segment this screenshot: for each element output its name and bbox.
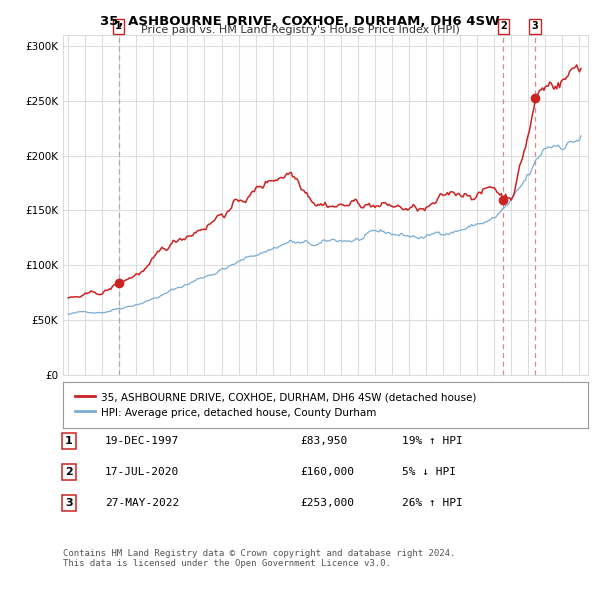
Text: 17-JUL-2020: 17-JUL-2020 [105, 467, 179, 477]
Text: 2: 2 [500, 21, 507, 31]
Text: 1: 1 [65, 437, 73, 446]
Text: £160,000: £160,000 [300, 467, 354, 477]
Text: 3: 3 [65, 498, 73, 507]
Text: 27-MAY-2022: 27-MAY-2022 [105, 498, 179, 507]
Text: 5% ↓ HPI: 5% ↓ HPI [402, 467, 456, 477]
Text: 3: 3 [532, 21, 539, 31]
Text: 2: 2 [65, 467, 73, 477]
Text: 35, ASHBOURNE DRIVE, COXHOE, DURHAM, DH6 4SW: 35, ASHBOURNE DRIVE, COXHOE, DURHAM, DH6… [100, 15, 500, 28]
Text: Contains HM Land Registry data © Crown copyright and database right 2024.
This d: Contains HM Land Registry data © Crown c… [63, 549, 455, 568]
Text: 26% ↑ HPI: 26% ↑ HPI [402, 498, 463, 507]
Text: £83,950: £83,950 [300, 437, 347, 446]
Text: Price paid vs. HM Land Registry's House Price Index (HPI): Price paid vs. HM Land Registry's House … [140, 25, 460, 35]
Text: 19-DEC-1997: 19-DEC-1997 [105, 437, 179, 446]
Text: 19% ↑ HPI: 19% ↑ HPI [402, 437, 463, 446]
Text: 1: 1 [115, 21, 122, 31]
Legend: 35, ASHBOURNE DRIVE, COXHOE, DURHAM, DH6 4SW (detached house), HPI: Average pric: 35, ASHBOURNE DRIVE, COXHOE, DURHAM, DH6… [70, 388, 480, 422]
Text: £253,000: £253,000 [300, 498, 354, 507]
